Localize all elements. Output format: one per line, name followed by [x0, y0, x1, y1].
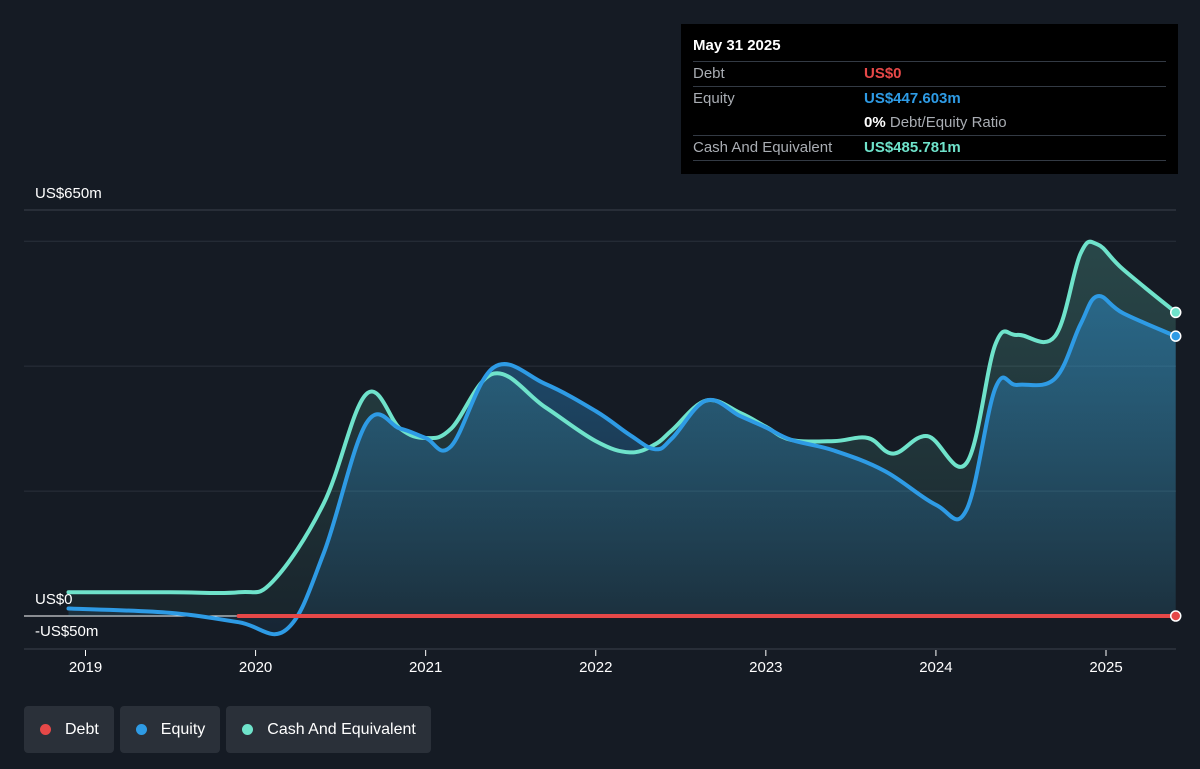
x-tick-label: 2025	[1089, 659, 1122, 676]
y-tick-label: US$650m	[35, 185, 102, 202]
y-tick-label: -US$50m	[35, 623, 98, 640]
tooltip-row-ratio: 0% Debt/Equity Ratio	[693, 111, 1166, 135]
tooltip-ratio: 0% Debt/Equity Ratio	[864, 111, 1007, 135]
legend-dot-debt	[40, 724, 51, 735]
tooltip-divider	[693, 160, 1166, 162]
tooltip-cash-value: US$485.781m	[864, 139, 961, 156]
legend-label-debt: Debt	[65, 720, 99, 738]
legend-dot-cash	[242, 724, 254, 735]
equity-line	[66, 294, 1178, 637]
x-axis-ticks: 2019 2020 2021 2022 2023 2024 2025	[69, 650, 1123, 676]
tooltip-row-debt: Debt US$0	[693, 61, 1166, 86]
tooltip-row-cash: Cash And Equivalent US$485.781m	[693, 135, 1166, 160]
tooltip-row-equity: Equity US$447.603m	[693, 86, 1166, 111]
legend-label-cash: Cash And Equivalent	[267, 720, 416, 738]
x-tick-label: 2022	[579, 659, 612, 676]
tooltip-ratio-label: Debt/Equity Ratio	[889, 114, 1007, 131]
legend: Debt Equity Cash And Equivalent	[24, 706, 431, 753]
x-tick-label: 2024	[919, 659, 952, 676]
legend-item-equity[interactable]: Equity	[119, 706, 221, 753]
legend-label-equity: Equity	[160, 720, 206, 738]
tooltip-ratio-pct: 0%	[864, 114, 886, 131]
tooltip-panel: May 31 2025 Debt US$0 Equity US$447.603m…	[681, 24, 1178, 174]
equity-end-point	[1169, 330, 1182, 342]
series-areas	[68, 241, 1176, 635]
y-tick-label: US$0	[35, 591, 73, 608]
x-tick-label: 2023	[749, 659, 782, 676]
tooltip-debt-value: US$0	[864, 65, 902, 82]
x-tick-label: 2021	[409, 659, 442, 676]
debt-end-point	[1169, 610, 1182, 622]
tooltip-equity-label: Equity	[693, 90, 735, 107]
series-lines	[66, 239, 1182, 637]
tooltip-debt-label: Debt	[693, 65, 725, 82]
tooltip-date: May 31 2025	[693, 37, 781, 54]
tooltip-equity-value: US$447.603m	[864, 90, 961, 107]
y-axis-ticks: US$650m US$0 -US$50m	[35, 185, 102, 640]
tooltip-cash-label: Cash And Equivalent	[693, 139, 833, 156]
x-tick-label: 2019	[69, 659, 102, 676]
legend-dot-equity	[135, 724, 147, 735]
legend-item-cash[interactable]: Cash And Equivalent	[226, 706, 431, 753]
equity-area	[68, 295, 1176, 635]
cash-and-equivalent-end-point	[1169, 306, 1182, 319]
x-tick-label: 2020	[239, 659, 272, 676]
legend-item-debt[interactable]: Debt	[24, 706, 114, 753]
